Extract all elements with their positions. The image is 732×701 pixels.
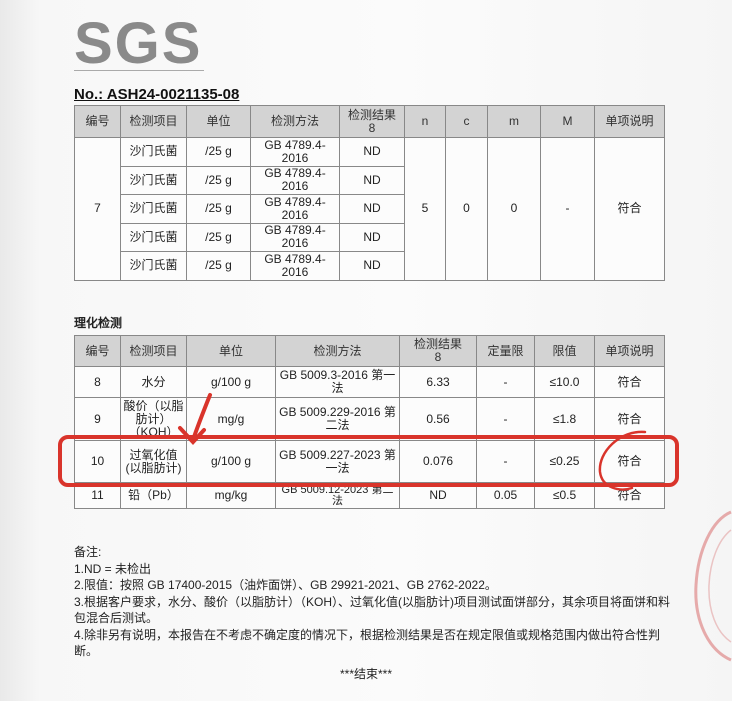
header-cell: 检测方法 — [275, 335, 400, 367]
test-item: 水分 — [120, 366, 187, 398]
item-number: 9 — [74, 397, 121, 441]
header-cell: 检测结果 8 — [339, 105, 405, 138]
unit: /25 g — [186, 251, 251, 281]
sgs-logo: SGS — [74, 11, 203, 76]
m-value: 0 — [487, 137, 541, 281]
notes-title: 备注: — [74, 545, 102, 559]
table-row: 沙门氏菌 /25 g GB 4789.4-2016 ND — [75, 222, 665, 252]
header-cell: m — [487, 105, 541, 138]
result: 6.33 — [399, 366, 477, 398]
unit: g/100 g — [186, 440, 276, 483]
header-cell: 检测结果 8 — [399, 335, 477, 367]
test-item: 沙门氏菌 — [120, 165, 187, 195]
result: 0.56 — [399, 397, 477, 441]
note-item: 2.限值：按照 GB 17400-2015（油炸面饼）、GB 29921-202… — [74, 578, 497, 592]
header-cell: 限值 — [534, 335, 595, 367]
end-marker: ***结束*** — [339, 667, 393, 681]
table-row-highlighted: 10 过氧化值(以脂肪计) g/100 g GB 5009.227-2023 第… — [74, 440, 665, 483]
logo-rule — [74, 70, 204, 71]
table-row: 沙门氏菌 /25 g GB 4789.4-2016 ND — [75, 251, 665, 281]
note-item: 4.除非另有说明，本报告在不考虑不确定度的情况下，根据检测结果是否在规定限值或规… — [74, 627, 661, 659]
table-header: 编号 检测项目 单位 检测方法 检测结果 8 n c m M 单项说明 — [74, 105, 665, 138]
official-stamp-inner — [708, 529, 732, 643]
header-cell: 检测方法 — [250, 105, 340, 138]
table-row: 沙门氏菌 /25 g GB 4789.4-2016 ND — [75, 165, 665, 195]
result: ND — [339, 137, 405, 167]
header-cell: 单位 — [186, 335, 276, 367]
note-item: 1.ND = 未检出 — [74, 561, 152, 576]
document-number: No.: ASH24-0021135-08 — [74, 86, 240, 103]
header-cell: 编号 — [74, 335, 121, 367]
item-number: 8 — [74, 366, 121, 398]
method: GB 5009.227-2023 第一法 — [275, 440, 400, 483]
method: GB 5009.229-2016 第二法 — [275, 397, 400, 441]
loq: - — [476, 366, 535, 398]
header-cell: 单项说明 — [594, 105, 665, 138]
table-row: 8 水分 g/100 g GB 5009.3-2016 第一法 6.33 - ≤… — [74, 366, 665, 398]
unit: /25 g — [186, 137, 251, 167]
unit: g/100 g — [186, 366, 276, 398]
unit: /25 g — [186, 194, 251, 224]
result: ND — [339, 165, 405, 195]
note-item: 3.根据客户要求，水分、酸价（以脂肪计）（KOH）、过氧化值(以脂肪计)项目测试… — [74, 594, 671, 626]
unit: /25 g — [186, 222, 251, 252]
arrow-icon — [178, 393, 212, 445]
table-row: 7 沙门氏菌 /25 g GB 4789.4-2016 ND 5 0 0 - 符… — [74, 137, 665, 281]
header-cell: n — [404, 105, 446, 138]
verdict: 符合 — [594, 366, 665, 398]
circle-mark-icon — [598, 430, 647, 491]
table-header: 编号 检测项目 单位 检测方法 检测结果 8 定量限 限值 单项说明 — [74, 335, 665, 367]
unit: /25 g — [186, 165, 251, 195]
test-item: 沙门氏菌 — [120, 251, 187, 281]
test-item: 过氧化值(以脂肪计) — [120, 440, 187, 483]
result: ND — [339, 194, 405, 224]
table-row: 沙门氏菌 /25 g GB 4789.4-2016 ND — [75, 194, 665, 224]
M-value: - — [540, 137, 595, 281]
verdict: 符合 — [594, 137, 665, 281]
header-cell: 检测项目 — [120, 335, 187, 367]
result: ND — [339, 222, 405, 252]
header-cell: 编号 — [74, 105, 121, 138]
method: GB 5009.3-2016 第一法 — [275, 366, 400, 398]
limit: ≤10.0 — [534, 366, 595, 398]
official-stamp — [694, 510, 732, 662]
method: GB 4789.4-2016 — [250, 251, 340, 281]
test-item: 沙门氏菌 — [120, 194, 187, 224]
test-item: 沙门氏菌 — [120, 137, 187, 167]
n-value: 5 — [404, 137, 446, 281]
item-number: 7 — [74, 137, 121, 281]
verdict: 符合 — [594, 440, 665, 483]
limit: ≤1.8 — [534, 397, 595, 441]
result: ND — [339, 251, 405, 281]
c-value: 0 — [445, 137, 488, 281]
highlight-box — [58, 435, 679, 487]
header-cell: 单位 — [186, 105, 251, 138]
physicochemical-table: 编号 检测项目 单位 检测方法 检测结果 8 定量限 限值 单项说明 8 水分 … — [74, 335, 665, 509]
test-item: 酸价（以脂肪计）（KOH） — [120, 397, 187, 441]
header-cell: 定量限 — [476, 335, 535, 367]
section-title: 理化检测 — [74, 316, 123, 330]
loq: - — [476, 440, 535, 483]
limit: ≤0.25 — [534, 440, 595, 483]
microbiology-table: 编号 检测项目 单位 检测方法 检测结果 8 n c m M 单项说明 7 沙门… — [74, 105, 665, 281]
notes: 备注: 1.ND = 未检出 2.限值：按照 GB 17400-2015（油炸面… — [74, 544, 674, 660]
method: GB 4789.4-2016 — [250, 194, 340, 224]
header-cell: c — [445, 105, 488, 138]
